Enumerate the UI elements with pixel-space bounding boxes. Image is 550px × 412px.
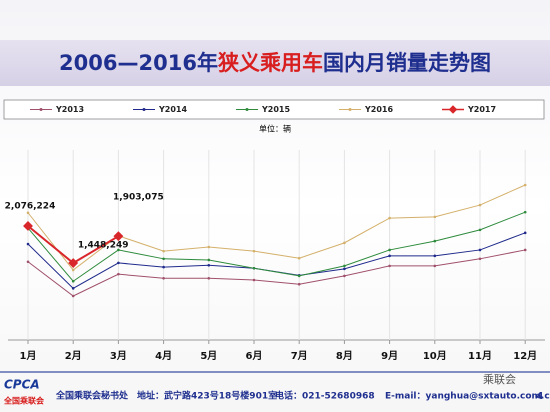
point-marker xyxy=(343,241,346,245)
point-marker xyxy=(71,287,75,290)
title-part: 2006—2016年 xyxy=(59,51,218,75)
point-marker xyxy=(297,256,301,260)
legend-marker xyxy=(39,108,43,111)
unit-label: 单位：辆 xyxy=(259,124,291,134)
point-marker xyxy=(343,264,346,268)
x-tick-label: 1月 xyxy=(20,350,37,362)
point-marker xyxy=(523,248,527,252)
title-part: 狭义乘用车 xyxy=(217,51,323,75)
point-marker xyxy=(71,279,75,283)
point-marker xyxy=(433,215,437,219)
point-marker xyxy=(388,254,391,258)
page-number: 4 xyxy=(537,391,544,402)
point-marker xyxy=(343,274,346,278)
series-line xyxy=(27,211,526,282)
point-marker xyxy=(478,228,482,232)
point-marker xyxy=(523,210,527,214)
data-label: 2,076,224 xyxy=(5,201,56,211)
point-marker xyxy=(297,282,301,286)
data-label: 1,903,075 xyxy=(113,193,164,203)
legend-label: Y2015 xyxy=(261,105,290,114)
x-tick-label: 6月 xyxy=(246,350,263,362)
point-marker xyxy=(207,258,211,262)
point-marker xyxy=(71,268,75,272)
footer-org: 全国乘联会秘书处 xyxy=(55,390,129,402)
legend-marker xyxy=(142,108,146,111)
legend-marker xyxy=(245,108,249,111)
point-marker xyxy=(162,265,165,269)
footer-logo: CPCA xyxy=(4,378,40,392)
point-marker xyxy=(117,272,120,276)
footer-logo-sub: 全国乘联会 xyxy=(3,396,44,406)
legend-marker xyxy=(448,105,458,114)
title-part: 国内月销量走势图 xyxy=(323,51,491,75)
x-tick-label: 8月 xyxy=(336,350,353,362)
x-tick-label: 7月 xyxy=(291,350,308,362)
x-tick-label: 9月 xyxy=(381,350,398,362)
point-marker xyxy=(252,278,256,282)
point-marker xyxy=(117,248,120,252)
legend-label: Y2014 xyxy=(158,105,187,114)
point-marker xyxy=(252,249,256,253)
point-marker xyxy=(388,248,391,252)
point-marker xyxy=(343,267,346,271)
point-marker xyxy=(207,276,211,280)
legend-box xyxy=(3,99,545,120)
point-marker xyxy=(113,231,124,242)
point-marker xyxy=(117,261,120,265)
point-marker xyxy=(162,276,165,280)
point-marker xyxy=(26,260,30,264)
point-marker xyxy=(23,221,33,231)
point-marker xyxy=(433,264,437,268)
point-marker xyxy=(388,216,391,220)
point-marker xyxy=(26,211,30,215)
point-marker xyxy=(71,294,75,298)
legend-label: Y2016 xyxy=(364,105,393,114)
point-marker xyxy=(162,257,165,261)
point-marker xyxy=(478,257,482,261)
x-tick-label: 2月 xyxy=(65,350,82,362)
point-marker xyxy=(433,254,437,258)
x-tick-label: 12月 xyxy=(513,350,537,362)
point-marker xyxy=(478,248,482,252)
point-marker xyxy=(26,242,30,246)
data-label: 1,448,249 xyxy=(78,241,129,251)
point-marker xyxy=(523,231,527,235)
footer-phone: 电话：021-52680968 xyxy=(275,390,375,402)
watermark: 乘联会 xyxy=(483,373,516,386)
footer-email: E-mail：yanghua@sxtauto.com.cn xyxy=(385,392,550,402)
legend-label: Y2013 xyxy=(55,105,84,114)
series-line xyxy=(27,249,526,297)
point-marker xyxy=(297,274,301,278)
x-tick-label: 11月 xyxy=(468,350,492,362)
point-marker xyxy=(162,249,165,253)
legend-marker xyxy=(348,108,352,111)
point-marker xyxy=(433,239,437,243)
legend-label: Y2017 xyxy=(467,105,496,114)
x-tick-label: 3月 xyxy=(110,350,127,362)
x-tick-label: 10月 xyxy=(423,350,447,362)
point-marker xyxy=(523,183,527,187)
point-marker xyxy=(207,245,211,249)
title-band xyxy=(0,40,550,86)
point-marker xyxy=(252,266,256,270)
x-tick-label: 4月 xyxy=(155,350,172,362)
x-tick-label: 5月 xyxy=(200,350,217,362)
footer-address: 地址：武宁路423号18号楼901室 xyxy=(137,390,277,402)
point-marker xyxy=(388,264,391,268)
chart-title: 2006—2016年狭义乘用车国内月销量走势图 xyxy=(59,51,491,75)
point-marker xyxy=(207,263,211,267)
point-marker xyxy=(478,203,482,207)
